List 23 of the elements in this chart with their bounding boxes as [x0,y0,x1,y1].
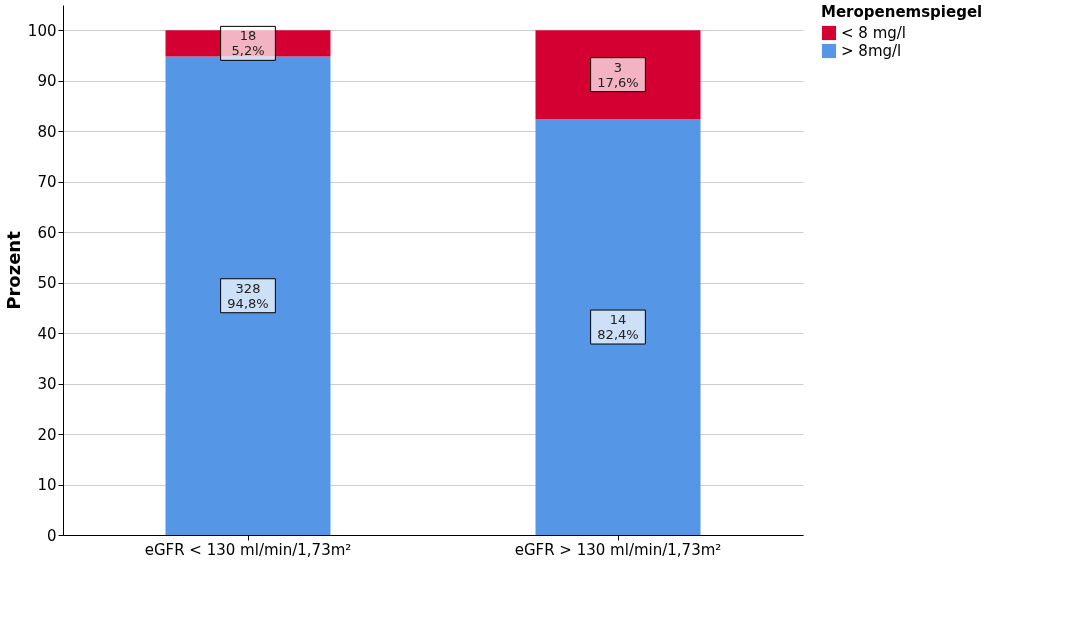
y-tick-label: 90 [37,72,57,91]
y-tick-label: 40 [37,324,57,343]
data-label: 14 82,4% [597,312,639,343]
bar [535,119,701,535]
y-tick-label: 70 [37,173,57,192]
data-label: 3 17,6% [597,59,639,90]
legend-title: Meropenemspiegel [821,3,983,21]
y-tick-label: 100 [27,21,57,40]
x-tick-label: eGFR > 130 ml/min/1,73m² [514,540,722,559]
legend-label: > 8mg/l [841,42,902,60]
bar [165,56,331,535]
y-tick-label: 50 [37,274,57,293]
y-tick-label: 0 [46,526,57,545]
data-label: 328 94,8% [227,280,269,311]
y-tick-label: 80 [37,122,57,141]
data-label: 18 5,2% [231,28,265,59]
y-tick-label: 60 [37,223,57,242]
y-tick-label: 30 [37,375,57,394]
y-axis-title: Prozent [2,230,24,310]
legend-label: < 8 mg/l [841,24,907,42]
x-tick-label: eGFR < 130 ml/min/1,73m² [144,540,352,559]
y-tick-label: 20 [37,425,57,444]
y-tick-label: 10 [37,476,57,495]
